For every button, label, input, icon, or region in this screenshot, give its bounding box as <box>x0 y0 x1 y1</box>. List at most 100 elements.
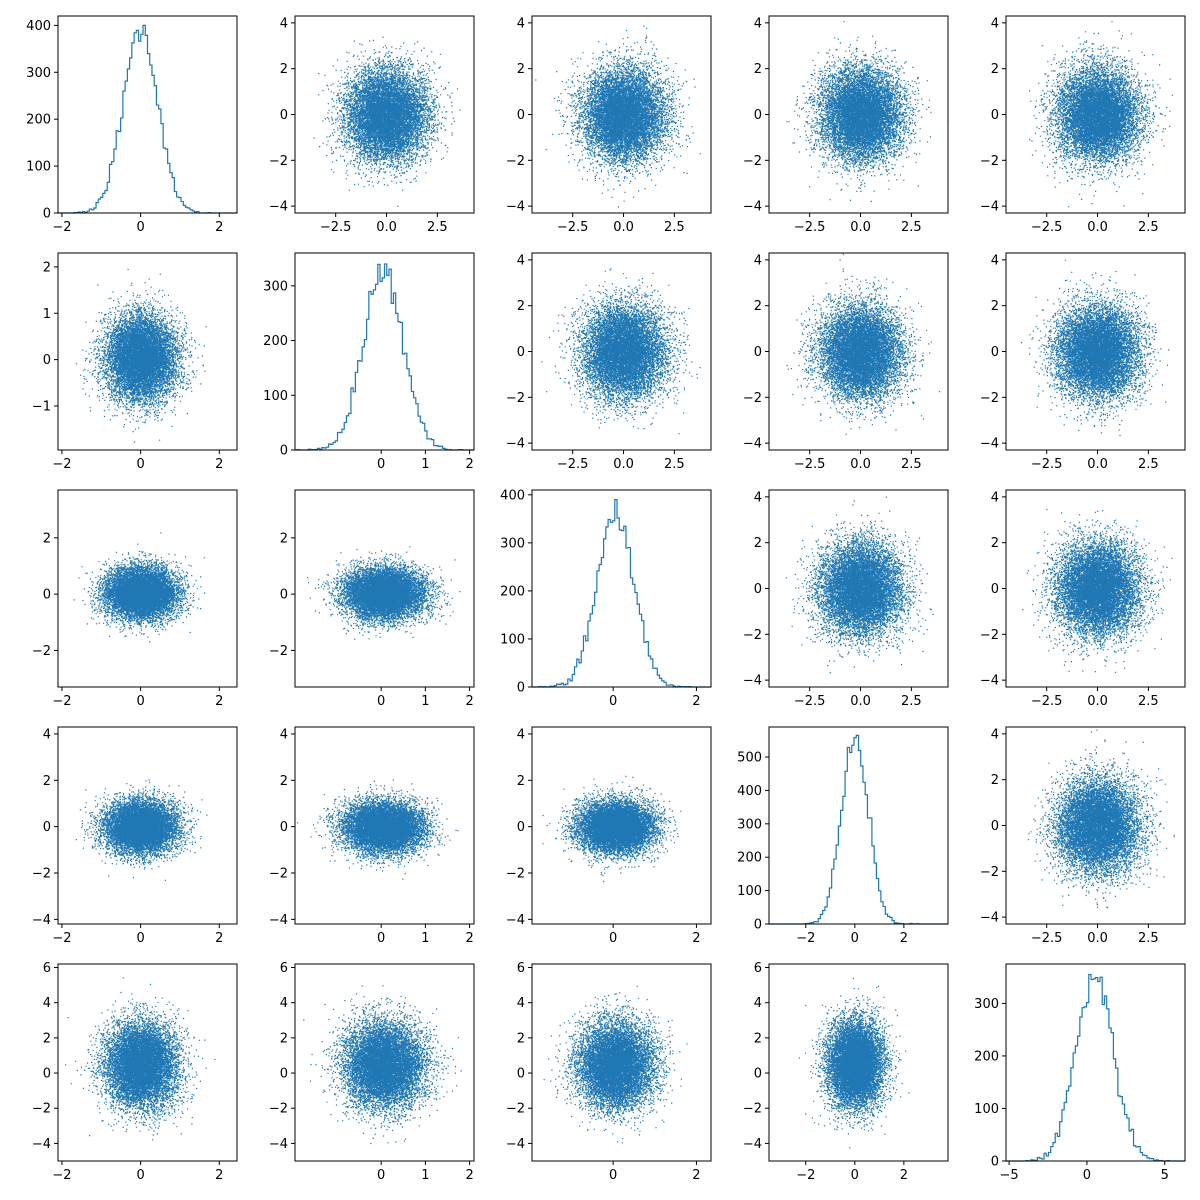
x-tick-label: 2 <box>900 931 908 946</box>
axis-frame <box>768 963 949 1162</box>
y-tick-label: 2 <box>280 62 288 77</box>
x-tick-label: 2.5 <box>427 220 448 235</box>
x-tick-label: 2.5 <box>1138 457 1159 472</box>
scatter-points <box>786 253 941 435</box>
x-tick-label: −2.5 <box>794 220 826 235</box>
y-tick-label: −4 <box>743 674 762 689</box>
axis-frame <box>768 726 949 925</box>
panel-r3-c1: −2 0 2 −2 0 2 <box>32 489 238 709</box>
y-tick-label: 100 <box>974 1102 999 1117</box>
y-tick-label: −4 <box>506 913 525 928</box>
panel-r4-c4: −2 0 2 0 100 200 300 400 500 <box>737 726 949 946</box>
x-tick-label: −2.5 <box>794 457 826 472</box>
panel-r5-c1: −2 0 2 −4 −2 0 2 4 6 <box>32 961 238 1183</box>
panel-r1-c3: −2.5 0.0 2.5 −4 −2 0 2 4 <box>506 15 712 235</box>
axis-frame <box>531 963 712 1162</box>
x-tick-label: 2.5 <box>664 457 685 472</box>
scatter-points <box>543 985 688 1144</box>
x-tick-label: 0.0 <box>376 220 397 235</box>
axis-frame <box>531 489 712 688</box>
panel-r3-c4: −2.5 0.0 2.5 −4 −2 0 2 4 <box>743 489 949 709</box>
y-tick-label: 0 <box>991 345 999 360</box>
x-tick-label: 1 <box>421 457 429 472</box>
panel-r3-c3: 0 2 0 100 200 300 400 <box>500 488 712 709</box>
y-tick-label: −4 <box>743 437 762 452</box>
axis-frame <box>57 252 238 451</box>
x-tick-label: −2.5 <box>1031 457 1063 472</box>
x-tick-label: −2 <box>52 694 71 709</box>
x-tick-label: 2 <box>465 457 473 472</box>
y-tick-label: −1 <box>32 399 51 414</box>
y-tick-label: 2 <box>991 62 999 77</box>
x-tick-label: 0.0 <box>613 220 634 235</box>
y-tick-label: −2 <box>506 391 525 406</box>
y-tick-label: 0 <box>517 345 525 360</box>
axis-frame <box>531 726 712 925</box>
y-tick-label: 0 <box>754 918 762 933</box>
scatter-points <box>786 21 949 202</box>
y-tick-label: −4 <box>269 1137 288 1152</box>
scatter-points <box>1029 21 1173 208</box>
y-tick-label: 2 <box>754 536 762 551</box>
y-tick-label: 100 <box>26 160 51 175</box>
y-tick-label: −2 <box>980 154 999 169</box>
panel-r5-c3: 0 2 −4 −2 0 2 4 6 <box>506 961 712 1183</box>
x-tick-label: −2 <box>52 1168 71 1183</box>
x-tick-label: −2.5 <box>1031 694 1063 709</box>
x-tick-label: 0 <box>377 931 385 946</box>
y-tick-label: 0 <box>754 108 762 123</box>
y-tick-label: −2 <box>743 1102 762 1117</box>
y-tick-label: −4 <box>980 200 999 215</box>
scatter-points <box>307 546 461 640</box>
y-tick-label: 0 <box>43 1067 51 1082</box>
y-tick-label: −4 <box>269 200 288 215</box>
x-tick-label: 0.0 <box>1087 931 1108 946</box>
y-tick-label: 2 <box>991 536 999 551</box>
axis-frame <box>1005 963 1186 1162</box>
x-tick-label: −2 <box>796 1168 815 1183</box>
panel-r1-c4: −2.5 0.0 2.5 −4 −2 0 2 4 <box>743 15 949 235</box>
x-tick-label: 0 <box>377 1168 385 1183</box>
x-tick-label: 0.0 <box>1087 220 1108 235</box>
scatter-points <box>73 532 206 643</box>
x-tick-label: 0 <box>377 457 385 472</box>
y-tick-label: 4 <box>754 996 762 1011</box>
x-tick-label: 0 <box>851 1168 859 1183</box>
x-tick-label: −2.5 <box>557 457 589 472</box>
y-tick-label: 4 <box>754 253 762 268</box>
y-tick-label: −4 <box>506 437 525 452</box>
y-tick-label: 2 <box>280 774 288 789</box>
y-tick-label: −2 <box>269 644 288 659</box>
x-tick-label: 0.0 <box>850 220 871 235</box>
y-tick-label: 4 <box>754 490 762 505</box>
x-tick-label: 2.5 <box>1138 220 1159 235</box>
y-tick-label: 300 <box>26 66 51 81</box>
y-tick-label: −4 <box>32 913 51 928</box>
y-tick-label: −4 <box>980 437 999 452</box>
y-tick-label: 2 <box>991 299 999 314</box>
y-tick-label: 0 <box>991 108 999 123</box>
y-tick-label: 4 <box>991 490 999 505</box>
y-tick-label: 0 <box>517 108 525 123</box>
y-tick-label: −2 <box>32 1102 51 1117</box>
y-tick-label: 2 <box>43 531 51 546</box>
y-tick-label: 0 <box>280 1067 288 1082</box>
y-tick-label: 2 <box>754 62 762 77</box>
scatter-points <box>542 775 682 883</box>
axis-frame <box>294 963 475 1162</box>
x-tick-label: −2.5 <box>320 220 352 235</box>
axis-frame <box>57 489 238 688</box>
x-tick-label: 2 <box>692 694 700 709</box>
x-tick-label: −2.5 <box>557 220 589 235</box>
panel-r4-c3: 0 2 −4 −2 0 2 4 <box>506 726 712 946</box>
panel-r2-c1: −2 0 2 −1 0 1 2 <box>32 252 238 472</box>
y-tick-label: 0 <box>280 444 288 459</box>
x-tick-label: 1 <box>421 931 429 946</box>
y-tick-label: 2 <box>754 1031 762 1046</box>
y-tick-label: −4 <box>269 913 288 928</box>
x-tick-label: −2 <box>796 931 815 946</box>
axis-frame <box>57 963 238 1162</box>
y-tick-label: 6 <box>43 961 51 976</box>
